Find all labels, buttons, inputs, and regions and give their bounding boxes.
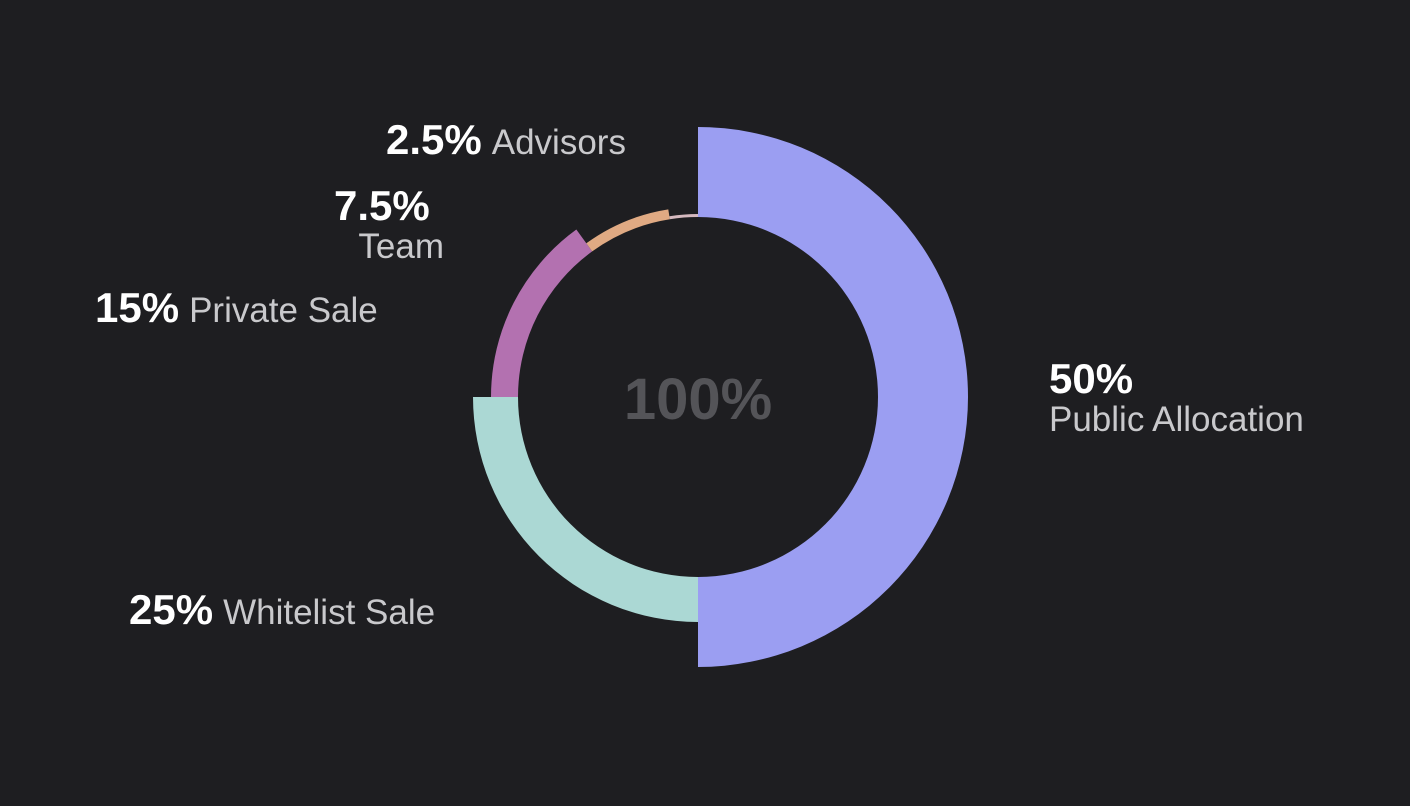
slice-label-whitelist-sale: 25% Whitelist Sale [129,587,435,632]
slice-label-team: 7.5% Team [334,183,444,266]
slice-public-allocation [698,127,968,667]
slice-category-label: Advisors [491,123,626,162]
slice-advisors [669,214,698,220]
slice-category-label: Team [358,227,444,267]
slice-private-sale [491,229,593,397]
slice-category-label: Private Sale [189,291,378,330]
slice-value-label: 7.5% [334,182,430,229]
slice-value-label: 50% [1049,355,1134,402]
slice-value-label: 25% [129,586,214,633]
slice-label-advisors: 2.5% Advisors [386,117,626,162]
slice-team [586,209,670,252]
slice-value-label: 15% [95,284,180,331]
slice-whitelist-sale [473,397,698,622]
slice-label-public-allocation: 50% Public Allocation [1049,356,1304,439]
slice-category-label: Whitelist Sale [223,593,436,632]
center-total-label: 100% [623,367,773,432]
slice-value-label: 2.5% [386,116,482,163]
slice-category-label: Public Allocation [1049,400,1304,440]
slice-label-private-sale: 15% Private Sale [95,285,378,330]
